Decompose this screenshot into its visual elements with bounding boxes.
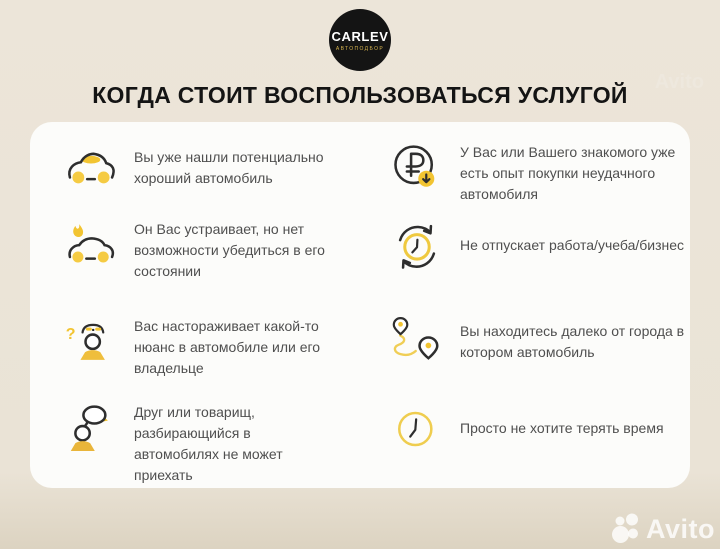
- list-item-text: Не отпускает работа/учеба/бизнес: [460, 236, 685, 253]
- ruble-loss-icon: [390, 142, 444, 196]
- list-item-text: Вы уже нашли потенциально хороший автомо…: [134, 149, 324, 186]
- car-icon: [64, 142, 118, 196]
- route-pins-icon: [390, 316, 444, 370]
- svg-text:?: ?: [66, 325, 76, 343]
- clock-refresh-icon: [390, 219, 444, 273]
- list-item: Просто не хотите терять время: [370, 402, 676, 486]
- list-item: Вы уже нашли потенциально хороший автомо…: [64, 142, 370, 219]
- avito-watermark: Avito: [611, 513, 715, 545]
- list-item-text: Он Вас устраивает, но нет возможности уб…: [134, 221, 325, 279]
- list-item: У Вас или Вашего знакомого уже есть опыт…: [370, 142, 676, 219]
- list-item-text: Вас настораживает какой-то нюанс в автом…: [134, 318, 321, 376]
- page-title: КОГДА СТОИТ ВОСПОЛЬЗОВАТЬСЯ УСЛУГОЙ: [92, 82, 628, 108]
- content-card: Вы уже нашли потенциально хороший автомо…: [30, 122, 690, 488]
- list-item-text: У Вас или Вашего знакомого уже есть опыт…: [460, 144, 676, 202]
- clock-icon: [390, 402, 444, 456]
- list-item: Вы находитесь далеко от города в котором…: [370, 316, 684, 402]
- list-item: Друг или товарищ, разбирающийся в автомо…: [64, 402, 370, 486]
- brand-subtitle: АВТОПОДБОР: [335, 45, 385, 52]
- brand-name: CARLEV: [331, 28, 389, 44]
- list-item: Он Вас устраивает, но нет возможности уб…: [64, 219, 370, 316]
- list-item-text: Друг или товарищ, разбирающийся в автомо…: [134, 404, 283, 483]
- list-item-text: Вы находитесь далеко от города в котором…: [460, 323, 685, 360]
- list-item: ? Вас настораживает какой-то нюанс в авт…: [64, 316, 370, 402]
- burning-car-icon: [64, 219, 118, 273]
- person-question-icon: ?: [64, 316, 118, 370]
- person-chat-icon: [64, 402, 118, 456]
- brand-logo: CARLEV АВТОПОДБОР: [329, 9, 391, 71]
- list-item-text: Просто не хотите терять время: [460, 419, 664, 436]
- list-item: Не отпускает работа/учеба/бизнес: [370, 219, 684, 316]
- avito-logo-icon: [612, 513, 638, 543]
